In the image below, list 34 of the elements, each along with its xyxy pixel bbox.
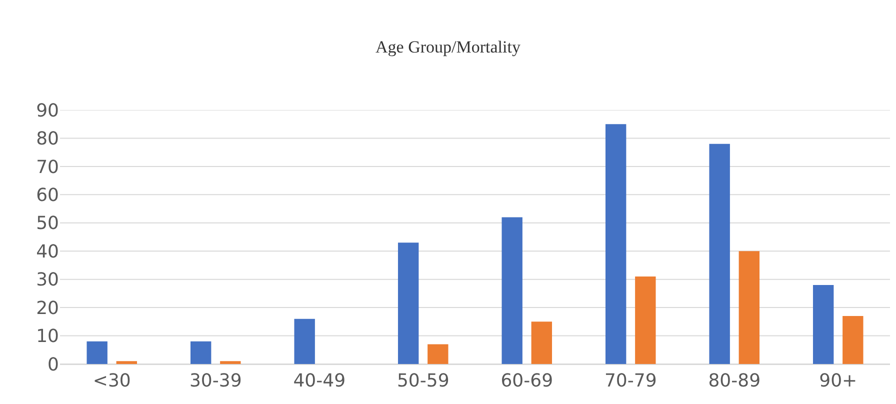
x-tick-label: 50-59 <box>396 370 450 392</box>
x-tick-label: 40-49 <box>293 370 346 392</box>
bar <box>220 361 241 364</box>
x-tick-label: 30-39 <box>189 370 242 392</box>
bar <box>398 242 419 364</box>
y-tick-label: 30 <box>36 270 59 291</box>
y-tick-label: 10 <box>36 326 59 348</box>
x-tick-label: 70-79 <box>604 370 657 392</box>
chart-title: Age Group/Mortality <box>376 37 521 56</box>
bar <box>605 124 626 364</box>
bar <box>709 144 730 364</box>
y-tick-label: 20 <box>36 298 59 319</box>
bar <box>86 341 108 364</box>
x-tick-label: 60-69 <box>500 370 554 392</box>
y-tick-label: 0 <box>48 354 59 376</box>
bar <box>842 316 864 364</box>
bar <box>116 361 138 364</box>
bar <box>190 341 212 364</box>
x-tick-label: 90+ <box>819 370 858 392</box>
y-tick-label: 90 <box>36 100 59 122</box>
bar <box>635 276 656 364</box>
bar <box>531 322 552 364</box>
y-tick-label: 70 <box>36 156 59 178</box>
y-tick-label: 40 <box>36 241 59 262</box>
x-tick-label: <30 <box>92 370 131 392</box>
bar <box>428 344 448 364</box>
x-tick-label: 80-89 <box>708 370 761 392</box>
bar <box>502 217 522 364</box>
y-tick-label: 60 <box>36 184 59 206</box>
bar <box>812 284 834 364</box>
bar <box>294 318 315 364</box>
bar <box>738 251 760 364</box>
y-tick-label: 80 <box>36 128 59 150</box>
y-tick-label: 50 <box>36 213 59 234</box>
